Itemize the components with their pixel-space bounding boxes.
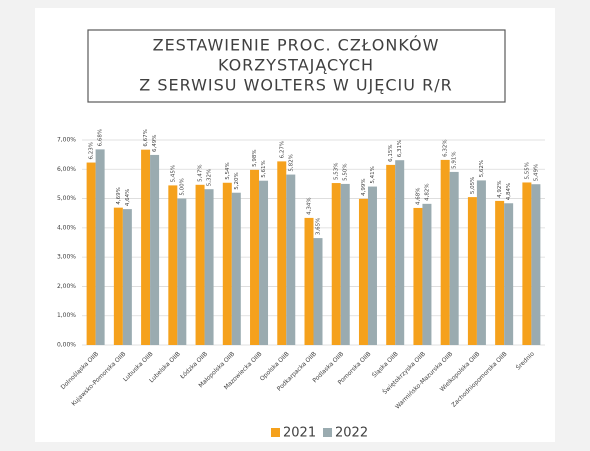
legend-swatch	[323, 428, 332, 437]
value-label: 5,50%	[343, 163, 349, 180]
bar	[122, 209, 132, 345]
value-label: 5,61%	[261, 160, 267, 177]
value-label: 5,45%	[170, 165, 176, 182]
chart-title: KORZYSTAJĄCYCH	[218, 56, 374, 75]
bar	[168, 185, 178, 345]
value-label: 4,84%	[506, 183, 512, 200]
value-label: 5,53%	[334, 163, 340, 180]
bar	[467, 197, 477, 345]
y-tick-label: 7,00%	[57, 137, 76, 144]
bar	[204, 189, 214, 345]
value-label: 6,68%	[98, 129, 104, 146]
y-tick-label: 3,00%	[57, 254, 76, 261]
value-label: 5,00%	[179, 178, 185, 195]
bar	[259, 180, 269, 345]
bar	[367, 186, 377, 345]
value-label: 4,64%	[125, 189, 131, 206]
legend-label: 2022	[335, 426, 368, 441]
bar	[522, 182, 532, 345]
bar	[476, 180, 486, 345]
bar	[250, 169, 260, 345]
value-label: 6,32%	[443, 139, 449, 156]
chart-title: ZESTAWIENIE PROC. CZŁONKÓW	[153, 36, 440, 55]
value-label: 4,99%	[361, 178, 367, 195]
bar	[113, 207, 123, 345]
y-tick-label: 0,00%	[57, 342, 76, 349]
value-label: 5,41%	[370, 166, 376, 183]
bar	[386, 164, 396, 345]
value-label: 5,82%	[288, 154, 294, 171]
value-label: 5,62%	[479, 160, 485, 177]
bar	[195, 184, 205, 345]
value-label: 4,68%	[415, 187, 421, 204]
value-label: 5,55%	[524, 162, 530, 179]
legend-label: 2021	[283, 426, 316, 441]
bar	[440, 159, 450, 345]
value-label: 4,34%	[307, 197, 313, 214]
value-label: 5,32%	[207, 169, 213, 186]
value-label: 5,98%	[252, 149, 258, 166]
value-label: 4,69%	[116, 187, 122, 204]
value-label: 4,92%	[497, 180, 503, 197]
bar	[277, 161, 287, 345]
bar	[95, 149, 105, 345]
bar	[395, 160, 405, 345]
bar	[413, 207, 423, 345]
bar	[358, 198, 368, 345]
y-tick-label: 6,00%	[57, 166, 76, 173]
value-label: 6,31%	[397, 140, 403, 157]
value-label: 5,47%	[198, 164, 204, 181]
value-label: 5,05%	[470, 177, 476, 194]
value-label: 6,27%	[279, 141, 285, 158]
bar	[449, 171, 459, 345]
value-label: 5,91%	[452, 151, 458, 168]
bar	[222, 182, 232, 345]
bar	[495, 200, 505, 345]
value-label: 5,54%	[225, 162, 231, 179]
bar	[313, 238, 323, 345]
bar	[422, 203, 432, 345]
value-label: 4,82%	[424, 183, 430, 200]
y-tick-label: 5,00%	[57, 195, 76, 202]
value-label: 6,67%	[143, 129, 149, 146]
title-box	[87, 29, 506, 103]
y-tick-label: 4,00%	[57, 224, 76, 231]
bar	[304, 217, 314, 345]
bar	[531, 184, 541, 345]
bar	[177, 198, 187, 345]
value-label: 5,20%	[234, 172, 240, 189]
bar	[331, 183, 341, 345]
value-label: 5,49%	[533, 164, 539, 181]
value-label: 3,65%	[316, 218, 322, 235]
bar	[231, 192, 241, 345]
bar	[340, 183, 350, 345]
value-label: 6,23%	[89, 142, 95, 159]
legend-swatch	[271, 428, 280, 437]
y-tick-label: 2,00%	[57, 283, 76, 290]
bar	[150, 154, 160, 345]
value-label: 6,49%	[152, 134, 158, 151]
bar	[504, 203, 514, 345]
bar	[286, 174, 296, 345]
chart-title: Z SERWISU WOLTERS W UJĘCIU R/R	[139, 76, 452, 95]
value-label: 6,15%	[388, 144, 394, 161]
bar	[86, 162, 96, 345]
bar	[141, 149, 151, 345]
y-tick-label: 1,00%	[57, 312, 76, 319]
